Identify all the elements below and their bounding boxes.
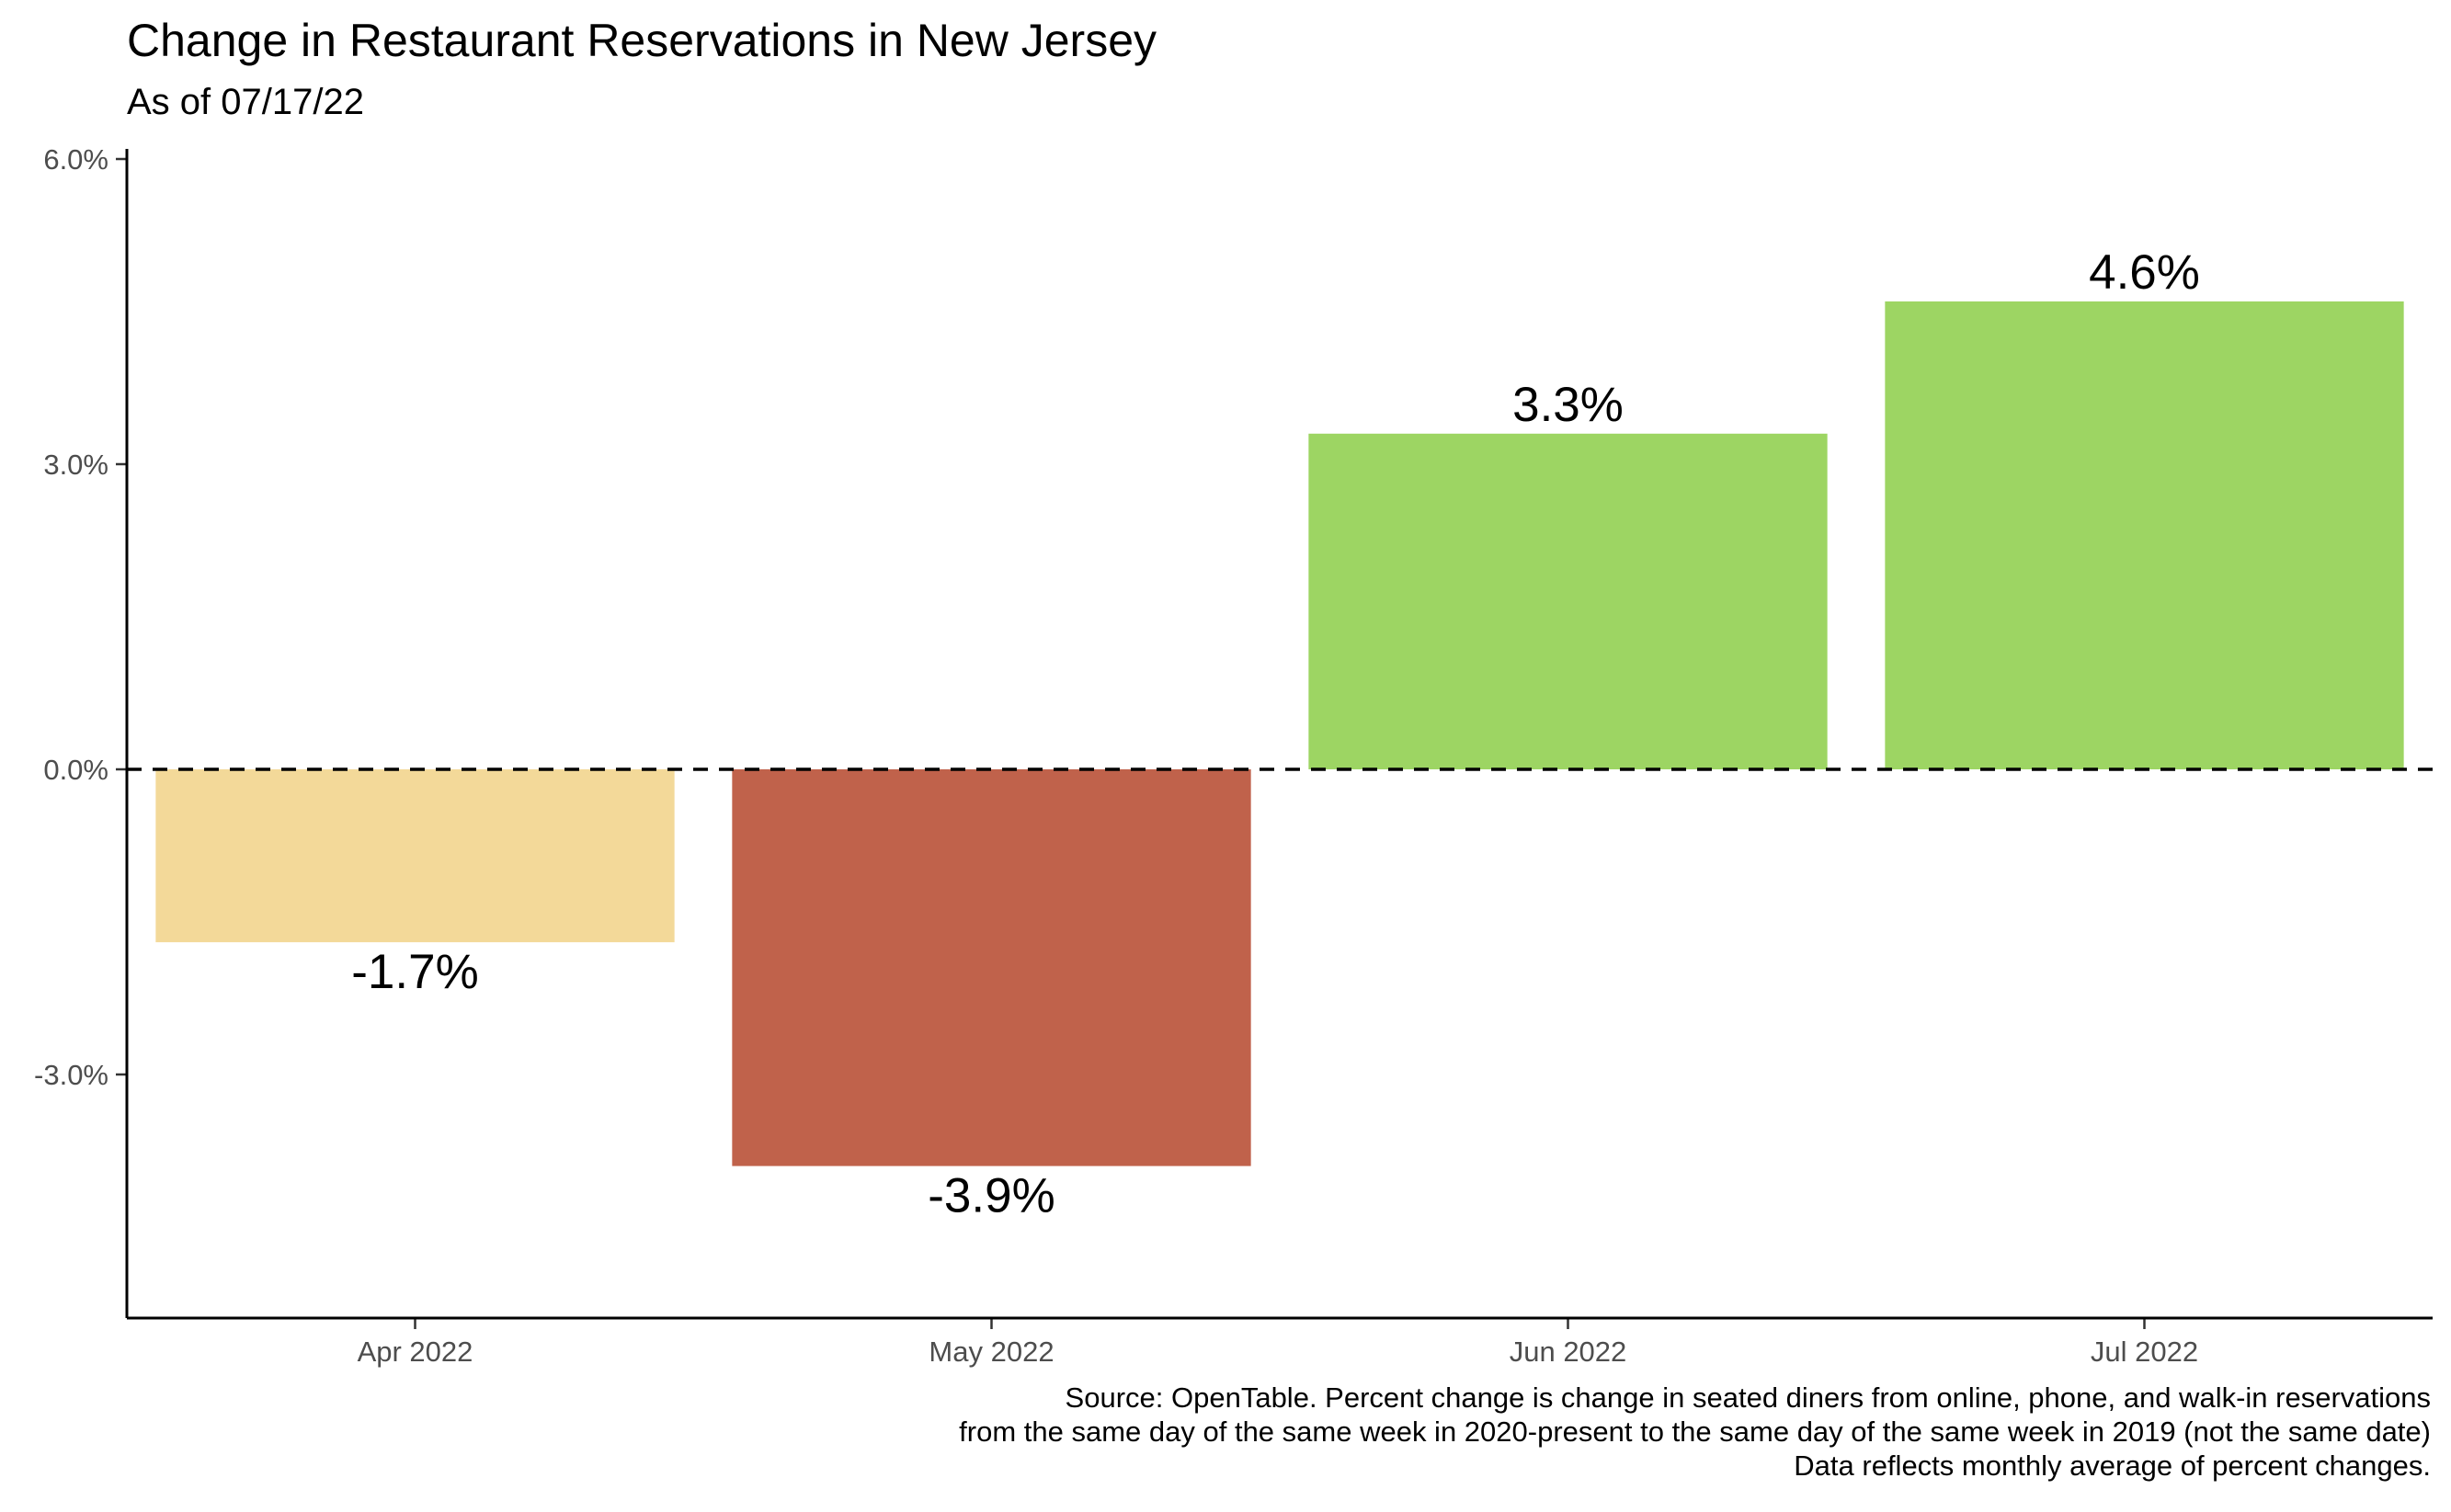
bar-jul-2022 [1885,301,2404,769]
chart-subtitle: As of 07/17/22 [127,82,364,122]
y-axis-ticks: -3.0% 0.0% 3.0% 6.0% [34,143,127,1091]
caption-line: Source: OpenTable. Percent change is cha… [1065,1381,2431,1414]
data-labels-layer: -1.7% -3.9% 3.3% 4.6% [351,245,2200,1223]
caption-line: Data reflects monthly average of percent… [1794,1449,2431,1482]
bar-apr-2022 [155,769,675,943]
x-axis-ticks: Apr 2022 May 2022 Jun 2022 Jul 2022 [358,1318,2198,1368]
y-tick-label: 3.0% [43,449,108,481]
chart-title: Change in Restaurant Reservations in New… [127,15,1157,66]
x-tick-label: Apr 2022 [358,1336,473,1368]
y-tick-label: -3.0% [34,1059,108,1091]
bar-may-2022 [732,769,1251,1166]
x-tick-label: Jun 2022 [1510,1336,1627,1368]
data-label: -1.7% [351,945,478,999]
data-label: 3.3% [1512,378,1624,432]
x-tick-label: May 2022 [929,1336,1054,1368]
bars-layer [127,301,2433,1166]
bar-jun-2022 [1308,433,1828,769]
data-label: -3.9% [928,1169,1054,1223]
y-tick-label: 6.0% [43,143,108,176]
chart-caption: Source: OpenTable. Percent change is cha… [959,1381,2431,1483]
x-tick-label: Jul 2022 [2091,1336,2198,1368]
y-tick-label: 0.0% [43,754,108,786]
data-label: 4.6% [2089,245,2200,300]
caption-line: from the same day of the same week in 20… [959,1415,2431,1448]
